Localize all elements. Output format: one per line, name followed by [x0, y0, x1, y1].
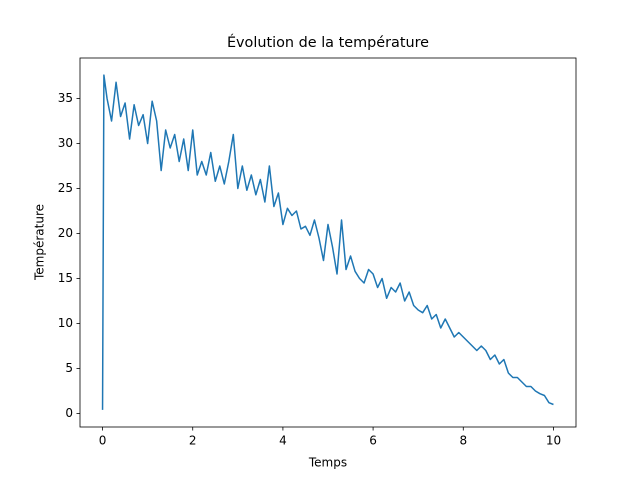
y-tick-label: 25	[58, 181, 73, 195]
data-line	[101, 74, 554, 410]
y-tick-label: 30	[58, 136, 73, 150]
y-tick-label: 15	[58, 271, 73, 285]
plot-area: 0 2 4 6 8 10 0 5 10 15 20 25 30 35	[58, 74, 561, 448]
x-tick-label: 6	[369, 434, 377, 448]
y-tick-label: 20	[58, 226, 73, 240]
x-tick-label: 10	[546, 434, 561, 448]
x-tick-label: 8	[459, 434, 467, 448]
y-tick-label: 5	[65, 361, 73, 375]
x-tick-label: 4	[279, 434, 287, 448]
x-axis-label: Temps	[308, 456, 347, 470]
x-tick-label: 2	[189, 434, 197, 448]
y-axis-label: Température	[33, 204, 47, 281]
axes-frame	[79, 57, 577, 428]
x-tick-label: 0	[99, 434, 107, 448]
y-tick-label: 10	[58, 316, 73, 330]
y-tick-label: 0	[65, 406, 73, 420]
chart-title: Évolution de la température	[227, 34, 429, 51]
y-tick-label: 35	[58, 91, 73, 105]
